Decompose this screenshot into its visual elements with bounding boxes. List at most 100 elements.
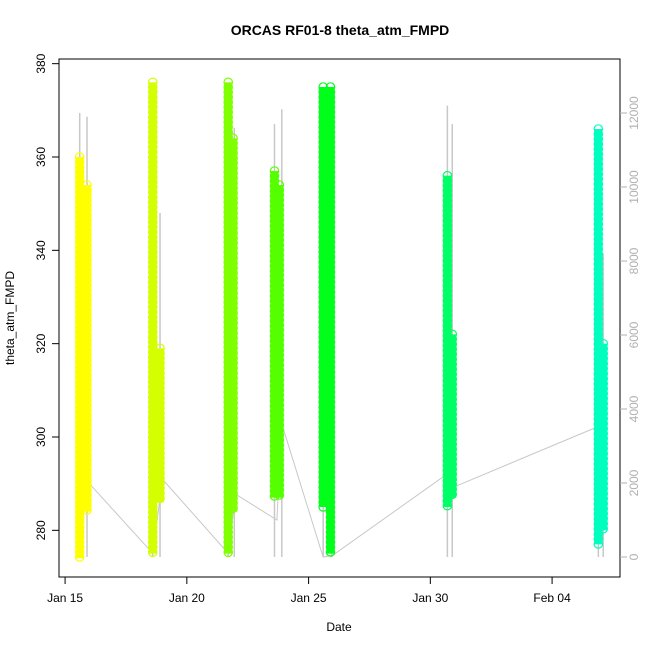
- data-point: [447, 439, 458, 450]
- data-point: [274, 260, 285, 270]
- data-point: [82, 215, 92, 225]
- data-point: [82, 230, 92, 240]
- data-point: [325, 442, 336, 452]
- data-point: [74, 547, 85, 557]
- data-point: [593, 199, 604, 209]
- data-point: [147, 192, 158, 203]
- data-point: [325, 422, 336, 432]
- data-point: [442, 500, 453, 511]
- data-point: [223, 87, 234, 98]
- data-point: [82, 350, 92, 360]
- data-point: [325, 307, 336, 317]
- data-point: [274, 290, 285, 300]
- data-point: [442, 170, 453, 181]
- data-point: [82, 480, 92, 490]
- data-point: [228, 353, 238, 364]
- data-point: [447, 414, 458, 425]
- data-point: [155, 423, 165, 434]
- data-point: [228, 463, 238, 474]
- data-point: [147, 282, 158, 293]
- data-point: [228, 198, 238, 209]
- data-point: [147, 262, 158, 273]
- data-point: [82, 380, 92, 390]
- data-point: [82, 505, 92, 515]
- data-point: [147, 522, 158, 533]
- data-point: [82, 290, 92, 300]
- data-point: [228, 228, 238, 239]
- data-point: [593, 159, 604, 169]
- data-point: [325, 212, 336, 222]
- data-point: [155, 343, 165, 354]
- data-point: [598, 483, 609, 494]
- data-point: [598, 468, 609, 479]
- data-point: [593, 314, 604, 324]
- data-point: [274, 475, 285, 485]
- y-tick-label: 340: [34, 240, 48, 260]
- data-point: [325, 177, 336, 187]
- data-point: [593, 219, 604, 229]
- data-point: [223, 517, 234, 528]
- data-point: [442, 220, 453, 231]
- x-axis-label: Date: [326, 620, 352, 634]
- data-point: [274, 235, 285, 245]
- data-point: [147, 197, 158, 208]
- data-point: [155, 458, 165, 469]
- data-point: [447, 349, 458, 360]
- data-point: [325, 207, 336, 217]
- data-point: [155, 363, 165, 374]
- data-point: [447, 404, 458, 415]
- data-point: [223, 527, 234, 538]
- data-point: [155, 478, 165, 489]
- data-point: [447, 364, 458, 375]
- data-point: [447, 409, 458, 420]
- data-point: [155, 388, 165, 399]
- data-point: [228, 458, 238, 469]
- data-point: [593, 134, 604, 144]
- data-point: [593, 189, 604, 199]
- data-point: [74, 522, 85, 532]
- data-point: [593, 274, 604, 284]
- data-point: [147, 312, 158, 323]
- data-point: [598, 438, 609, 449]
- data-point: [147, 257, 158, 268]
- data-point: [228, 468, 238, 479]
- data-point: [442, 250, 453, 261]
- data-point: [598, 428, 609, 439]
- data-point: [223, 127, 234, 138]
- data-point: [593, 309, 604, 319]
- data-point: [82, 435, 92, 445]
- data-point: [155, 368, 165, 379]
- data-point: [447, 394, 458, 405]
- data-point: [598, 463, 609, 474]
- data-point: [593, 299, 604, 309]
- data-point: [82, 315, 92, 325]
- data-point: [447, 334, 458, 345]
- data-point: [593, 144, 604, 154]
- data-point: [82, 360, 92, 370]
- data-point: [598, 433, 609, 444]
- data-point: [147, 537, 158, 548]
- data-point: [274, 185, 285, 195]
- data-point: [223, 92, 234, 103]
- data-point: [325, 112, 336, 122]
- data-point: [598, 363, 609, 374]
- data-point: [442, 495, 453, 506]
- data-point: [228, 363, 238, 374]
- data-point: [82, 260, 92, 270]
- data-point: [228, 253, 238, 264]
- data-point: [593, 294, 604, 304]
- data-point: [223, 547, 234, 558]
- data-point: [325, 477, 336, 487]
- data-point: [593, 249, 604, 259]
- data-point: [82, 305, 92, 315]
- data-point: [228, 133, 238, 144]
- data-point: [442, 315, 453, 326]
- data-point: [593, 239, 604, 249]
- data-point: [325, 527, 336, 537]
- data-point: [593, 284, 604, 294]
- data-point: [593, 279, 604, 289]
- y2-tick-label: 8000: [627, 247, 641, 274]
- data-point: [155, 403, 165, 414]
- data-point: [228, 398, 238, 409]
- data-point: [147, 327, 158, 338]
